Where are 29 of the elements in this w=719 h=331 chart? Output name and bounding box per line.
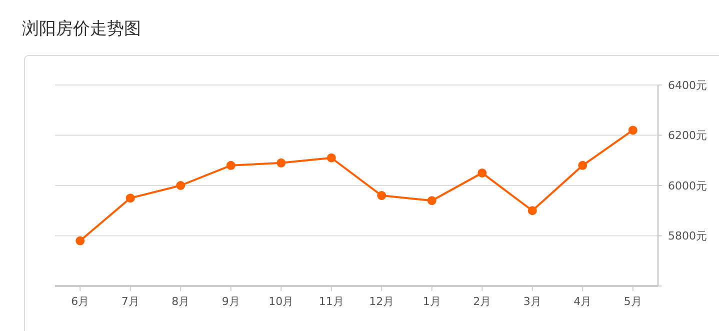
- x-tick-label: 1月: [422, 295, 441, 308]
- x-tick-label: 9月: [222, 295, 240, 308]
- x-tick-label: 6月: [71, 295, 90, 308]
- chart-title: 浏阳房价走势图: [22, 19, 141, 39]
- x-tick-label: 10月: [268, 295, 294, 308]
- point: [628, 126, 638, 135]
- point: [528, 206, 537, 216]
- point: [76, 236, 85, 246]
- point: [176, 181, 186, 190]
- point: [326, 153, 336, 162]
- x-tick-label: 8月: [172, 295, 190, 308]
- y-tick-label: 6200元: [668, 129, 707, 142]
- x-tick-label: 5月: [624, 295, 642, 308]
- point: [226, 160, 236, 170]
- y-tick-label: 6400元: [668, 78, 707, 92]
- y-tick-label: 6000元: [668, 179, 707, 192]
- point: [276, 158, 286, 168]
- x-tick-label: 11月: [318, 295, 344, 308]
- point: [427, 196, 436, 206]
- point: [377, 191, 386, 200]
- x-tick-label: 4月: [574, 295, 592, 308]
- x-tick-label: 3月: [523, 295, 542, 308]
- point: [478, 168, 487, 178]
- x-tick-label: 7月: [121, 295, 140, 308]
- point: [126, 194, 135, 203]
- x-tick-label: 2月: [473, 295, 492, 308]
- x-tick-label: 12月: [369, 295, 394, 308]
- y-tick-label: 5800元: [668, 230, 707, 243]
- point: [578, 160, 588, 170]
